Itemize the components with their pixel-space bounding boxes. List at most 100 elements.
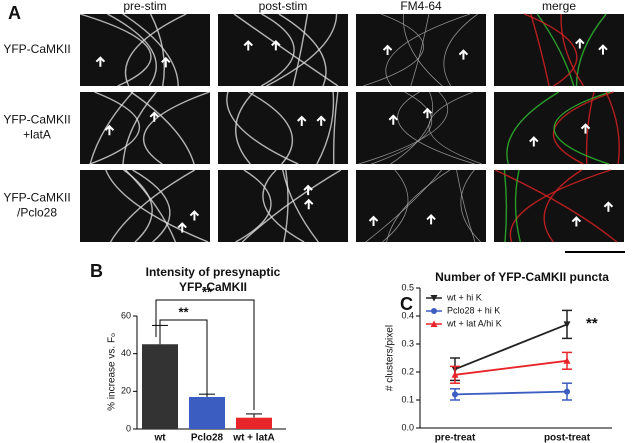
neurite (536, 13, 575, 87)
micrograph (494, 92, 624, 164)
neurite (443, 13, 479, 87)
chart-title: YFP-CaMKII (179, 280, 247, 294)
y-tick-label: 0 (126, 423, 131, 433)
marker (564, 388, 570, 395)
marker (563, 321, 571, 328)
neurite (283, 169, 289, 243)
marker (563, 357, 571, 364)
x-tick-label: wt (153, 433, 166, 443)
neurite (122, 13, 179, 87)
neurite (235, 91, 255, 165)
x-tick-label: Pclo28 (191, 433, 224, 443)
arrow (104, 124, 115, 136)
neurite (530, 13, 550, 87)
arrow (189, 210, 200, 221)
panel-label: A (8, 3, 21, 23)
significance-bracket (159, 319, 208, 397)
neurite (332, 91, 339, 165)
neurite (124, 13, 187, 87)
marker (451, 371, 459, 378)
neurite (560, 13, 585, 87)
y-axis-label: # clusters/pixel (385, 325, 396, 391)
bar (189, 396, 225, 429)
y-tick-label: 40 (121, 348, 131, 358)
arrow (580, 123, 591, 134)
chart-title: Number of YFP-CaMKII puncta (435, 270, 609, 284)
neurite (390, 91, 434, 165)
arrow (95, 56, 106, 67)
neurite (282, 169, 319, 243)
bar (142, 344, 178, 429)
arrow (149, 111, 159, 122)
neurite (371, 91, 433, 165)
neurite (226, 91, 299, 165)
y-tick-label: 0.1 (401, 394, 414, 404)
neurite (79, 13, 152, 87)
neurite (241, 169, 342, 243)
micrograph (218, 92, 348, 164)
neurite (509, 169, 612, 243)
arrow (271, 39, 281, 51)
arrow (598, 44, 608, 55)
legend-marker (430, 295, 438, 302)
column-title: merge (542, 0, 576, 13)
neurite (553, 91, 611, 165)
legend-label: Pclo28 + hi K (447, 305, 500, 315)
micrograph (80, 14, 210, 86)
y-tick-label: 0.3 (401, 338, 414, 348)
significance-bracket (155, 299, 255, 410)
neurite (503, 169, 508, 243)
significance: ** (202, 284, 213, 299)
arrow (382, 44, 393, 56)
arrow (177, 222, 187, 233)
legend-label: wt + lat A/hi K (446, 318, 502, 328)
neurite (247, 91, 294, 165)
neurite (262, 169, 305, 243)
arrow (243, 40, 253, 51)
y-axis-label: % increase vs. Fₒ (107, 333, 118, 411)
legend-marker (430, 320, 438, 327)
y-tick-label: 0.5 (401, 282, 414, 292)
arrow (458, 49, 469, 60)
arrow (304, 198, 314, 210)
row-label: YFP-CaMKII (3, 42, 70, 56)
y-tick-label: 0.0 (401, 422, 414, 432)
arrow (529, 136, 539, 147)
neurite (107, 13, 157, 87)
neurite (552, 91, 614, 165)
neurite (123, 169, 153, 243)
neurite (428, 91, 483, 165)
neurite (122, 91, 157, 165)
legend-marker (431, 308, 437, 314)
series-line (454, 323, 568, 371)
neurite (410, 13, 430, 87)
arrow (303, 184, 313, 196)
y-tick-label: 0.4 (401, 310, 414, 320)
neurite (524, 13, 578, 87)
arrow (368, 215, 379, 227)
legend-label: wt + hi K (446, 292, 482, 302)
neurite (365, 169, 443, 243)
neurite (292, 13, 309, 87)
neurite (89, 91, 134, 165)
neurite (260, 13, 295, 87)
x-tick-label: post-treat (544, 433, 591, 443)
series-line (454, 390, 568, 396)
micrograph (218, 14, 348, 86)
neurite (506, 91, 560, 165)
arrow (575, 38, 585, 49)
neurite (460, 169, 481, 243)
x-tick-label: wt + latA (232, 433, 274, 443)
arrow (388, 114, 398, 125)
micrograph (356, 92, 486, 164)
arrow (161, 56, 171, 68)
neurite (397, 91, 475, 165)
neurite (130, 91, 195, 165)
chart-title: Intensity of presynaptic (146, 265, 281, 279)
neurite (386, 169, 451, 243)
column-title: pre-stim (123, 0, 166, 13)
row-label: YFP-CaMKII (3, 191, 70, 205)
y-tick-label: 60 (121, 310, 131, 320)
bar (236, 417, 272, 429)
